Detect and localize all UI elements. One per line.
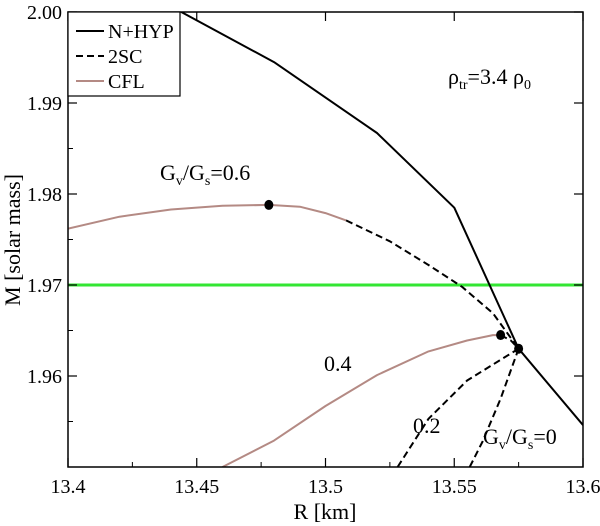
rho-equals-value: =3.4 ρ (468, 64, 524, 89)
x-tick-label-4: 13.6 (566, 476, 600, 498)
series-cfl-3 (222, 334, 501, 467)
annotation-gv-gs-0.6: Gv/Gs=0.6 (160, 160, 250, 189)
series-2sc-2 (345, 219, 520, 350)
annotation-gv-gs-0: Gv/Gs=0 (483, 424, 557, 453)
g-symbol-1: G (160, 160, 176, 185)
subscript-s-1: s (205, 174, 210, 189)
series-layer (68, 12, 583, 467)
annotation-rho-transition: ρtr=3.4 ρ0 (448, 64, 531, 93)
data-marker-1 (496, 330, 506, 341)
rho-symbol-1: ρ (448, 64, 459, 89)
legend-label-cfl: CFL (108, 71, 145, 93)
y-tick-label-0: 1.96 (27, 366, 62, 388)
annotation-0.2: 0.2 (413, 413, 441, 438)
g-symbol-2: G (483, 424, 499, 449)
annotation-0.4: 0.4 (324, 351, 352, 376)
legend-label-n-hyp: N+HYP (108, 21, 174, 43)
value-0.6: =0.6 (210, 160, 250, 185)
series-cfl-1 (68, 203, 347, 230)
x-tick-label-2: 13.5 (308, 476, 343, 498)
x-tick-label-3: 13.55 (432, 476, 477, 498)
subscript-v-2: v (499, 438, 506, 453)
value-0: =0 (533, 424, 556, 449)
series-n-hyp-0 (180, 12, 583, 426)
x-tick-label-1: 13.45 (174, 476, 219, 498)
subscript-s-2: s (528, 438, 533, 453)
x-axis-label: R [km] (294, 499, 357, 524)
legend-label-2sc: 2SC (108, 46, 142, 68)
series-2sc-5 (396, 347, 520, 467)
y-tick-label-4: 2.00 (27, 2, 62, 24)
legend: N+HYP 2SC CFL (67, 11, 181, 97)
data-marker-2 (514, 343, 524, 354)
slash-g-1: /G (183, 160, 205, 185)
subscript-v-1: v (176, 174, 183, 189)
y-axis-label: M [solar mass] (0, 174, 25, 306)
y-tick-label-3: 1.99 (27, 93, 62, 115)
rho-subscript-0: 0 (524, 78, 531, 93)
y-tick-label-1: 1.97 (27, 275, 62, 297)
marker-layer (264, 199, 524, 354)
rho-subscript-tr: tr (459, 78, 468, 93)
series-2sc-6 (468, 348, 520, 467)
y-tick-label-2: 1.98 (27, 184, 62, 206)
data-marker-0 (264, 199, 274, 210)
slash-g-2: /G (506, 424, 528, 449)
plot-frame (67, 11, 584, 468)
x-tick-label-0: 13.4 (51, 476, 86, 498)
